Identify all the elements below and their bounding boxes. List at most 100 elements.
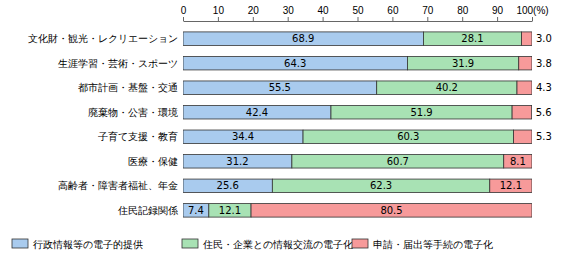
tick-label: 30: [283, 5, 295, 16]
tick-label: 0: [181, 5, 187, 16]
tick-mark: [358, 17, 359, 21]
tick-mark: [427, 17, 428, 21]
category-label: 高齢者・障害者福祉、年金: [58, 180, 178, 191]
bar-segment: [183, 32, 423, 45]
data-label: 62.3: [370, 180, 392, 191]
bar-segment: [522, 32, 532, 45]
bar-segment: [519, 56, 532, 69]
bar-segment: [251, 204, 532, 217]
data-label: 3.8: [536, 58, 552, 69]
category-label: 医療・保健: [128, 156, 178, 167]
tick-mark: [218, 17, 219, 21]
data-label: 60.3: [397, 131, 419, 142]
bar-segment: [183, 204, 209, 217]
legend-label: 住民・企業との情報交流の電子化: [203, 239, 353, 250]
axis-line: [184, 21, 533, 22]
data-label: 8.1: [510, 156, 526, 167]
bar-segment: [183, 81, 377, 94]
tick: 20: [248, 5, 260, 21]
bar-segment: [303, 130, 513, 143]
tick-label: 90: [492, 5, 504, 16]
data-label: 28.1: [461, 33, 483, 44]
tick-mark: [392, 17, 393, 21]
legend-swatch: [182, 239, 198, 248]
tick: 50: [352, 5, 364, 21]
bar-segment: [407, 56, 518, 69]
legend-item: 行政情報等の電子的提供: [12, 239, 143, 250]
data-label: 5.3: [536, 131, 552, 142]
tick: 70: [422, 5, 434, 21]
bar-segment: [490, 179, 532, 192]
data-label: 42.4: [246, 107, 268, 118]
bar-segment: [377, 81, 517, 94]
tick-mark: [288, 17, 289, 21]
data-label: 31.9: [452, 58, 474, 69]
tick: 40: [318, 5, 330, 21]
category-label: 住民記録関係: [118, 205, 178, 216]
tick: 0: [181, 5, 187, 21]
data-label: 12.1: [219, 205, 241, 216]
tick: 100(%): [516, 5, 548, 21]
data-label: 3.0: [536, 33, 552, 44]
category-label: 文化財・観光・レクリエーション: [28, 33, 178, 44]
bar-segment: [504, 155, 532, 168]
bar-segment: [292, 155, 504, 168]
data-label: 5.6: [536, 107, 552, 118]
tick: 60: [387, 5, 399, 21]
data-label: 4.3: [536, 82, 552, 93]
tick-label: 70: [422, 5, 434, 16]
legend-label: 行政情報等の電子的提供: [33, 239, 143, 250]
data-label: 12.1: [500, 180, 522, 191]
tick-label: 10: [213, 5, 225, 16]
legend-item: 住民・企業との情報交流の電子化: [182, 239, 353, 250]
category-label: 廃棄物・公害・環境: [88, 107, 178, 118]
data-label: 55.5: [269, 82, 291, 93]
legend-swatch: [12, 239, 28, 248]
x-axis: 0 10 20 30 40 50 60 70 80 90 100(%): [181, 5, 549, 22]
tick-mark: [253, 17, 254, 21]
tick-label: 40: [318, 5, 330, 16]
tick: 90: [492, 5, 504, 21]
data-label: 51.9: [410, 107, 432, 118]
legend-label: 申請・届出等手続の電子化: [373, 239, 493, 250]
data-label: 7.4: [188, 205, 204, 216]
bar-segment: [423, 32, 521, 45]
tick-label: 50: [352, 5, 364, 16]
tick-label: 80: [457, 5, 469, 16]
tick-mark: [183, 17, 184, 21]
data-label: 34.4: [232, 131, 254, 142]
category-label: 子育て支援・教育: [98, 131, 178, 142]
data-label: 68.9: [292, 33, 314, 44]
bar-segment: [331, 105, 512, 118]
data-label: 25.6: [217, 180, 239, 191]
tick-mark: [532, 17, 533, 21]
bar-segment: [183, 179, 272, 192]
tick: 30: [283, 5, 295, 21]
data-label: 31.2: [226, 156, 248, 167]
bar-segment: [183, 130, 303, 143]
tick-mark: [323, 17, 324, 21]
category-label: 都市計画・基盤・交通: [78, 82, 178, 93]
tick-label: 100(%): [516, 5, 548, 16]
bar-segment: [272, 179, 489, 192]
tick-label: 60: [387, 5, 399, 16]
data-labels: 68.964.355.542.434.431.225.67.428.131.94…: [188, 33, 552, 216]
data-label: 80.5: [380, 205, 402, 216]
bar-segment: [183, 105, 331, 118]
legend-item: 申請・届出等手続の電子化: [352, 239, 493, 250]
bars: [183, 32, 532, 217]
data-label: 40.2: [436, 82, 458, 93]
bar-segment: [183, 56, 407, 69]
chart: 0102030405060708090100(%)68.964.355.542.…: [0, 0, 583, 262]
legend: 行政情報等の電子的提供 住民・企業との情報交流の電子化 申請・届出等手続の電子化: [12, 239, 493, 250]
tick-mark: [497, 17, 498, 21]
bar-segment: [183, 155, 292, 168]
bar-segment: [512, 105, 532, 118]
tick-mark: [462, 17, 463, 21]
data-label: 60.7: [387, 156, 409, 167]
legend-swatch: [352, 239, 368, 248]
bar-segment: [514, 130, 532, 143]
bar-segment: [517, 81, 532, 94]
category-label: 生涯学習・芸術・スポーツ: [58, 58, 178, 69]
y-axis: 文化財・観光・レクリエーション生涯学習・芸術・スポーツ都市計画・基盤・交通廃棄物…: [28, 33, 178, 216]
